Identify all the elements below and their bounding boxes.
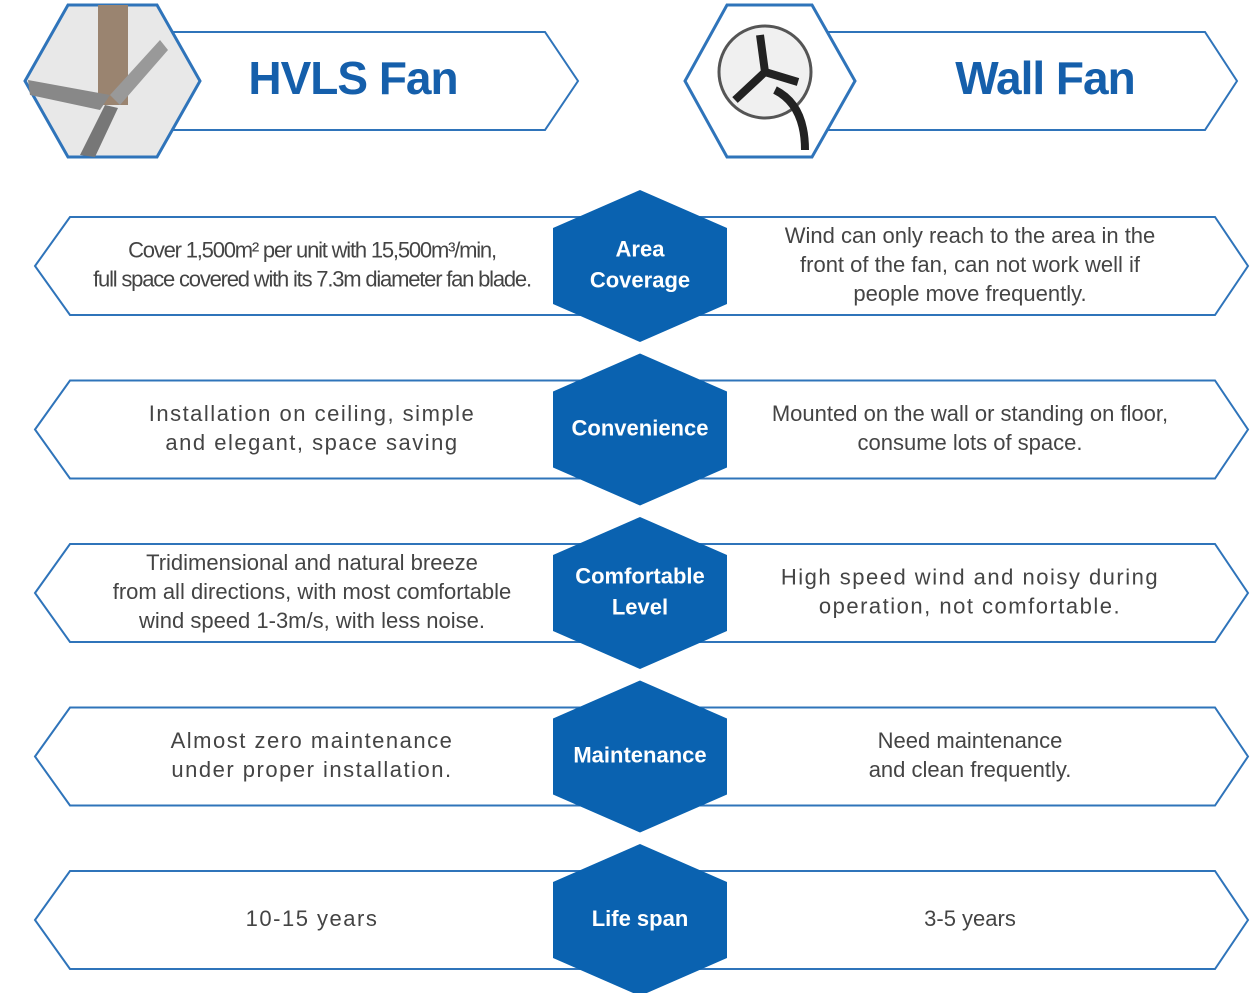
row-text: 3-5 years	[924, 906, 1016, 931]
row-text: Mounted on the wall or standing on floor…	[772, 401, 1168, 426]
row-text: and clean frequently.	[869, 757, 1072, 782]
row-text: Tridimensional and natural breeze	[146, 550, 478, 575]
row-text: Installation on ceiling, simple	[149, 401, 476, 426]
wall-fan-icon	[683, 3, 857, 159]
row-label: Life span	[592, 906, 689, 931]
header-title: HVLS Fan	[248, 52, 457, 104]
row-label: Coverage	[590, 267, 690, 292]
row-text: High speed wind and noisy during	[781, 564, 1159, 589]
header-title: Wall Fan	[955, 52, 1134, 104]
label-hexagon	[553, 517, 727, 669]
row-text: people move frequently.	[853, 281, 1086, 306]
row-text: Need maintenance	[878, 728, 1063, 753]
hvls-fan-icon	[23, 3, 202, 159]
label-hexagon	[553, 680, 727, 833]
label-hexagon	[553, 190, 727, 342]
row-text: wind speed 1-3m/s, with less noise.	[138, 608, 485, 633]
row-text: Almost zero maintenance	[171, 728, 454, 753]
label-hexagon	[553, 844, 727, 993]
row-text: 10-15 years	[246, 906, 379, 931]
row-text: consume lots of space.	[857, 430, 1082, 455]
label-hexagon	[553, 353, 727, 506]
row-text: operation, not comfortable.	[819, 593, 1121, 618]
row-label: Area	[616, 236, 666, 261]
row-text: and elegant, space saving	[165, 430, 458, 455]
row-label: Convenience	[572, 415, 709, 440]
row-label: Level	[612, 594, 668, 619]
row-label: Comfortable	[575, 563, 705, 588]
row-text: under proper installation.	[171, 757, 452, 782]
row-text: from all directions, with most comfortab…	[113, 579, 512, 604]
row-label: Maintenance	[573, 742, 706, 767]
row-text: front of the fan, can not work well if	[800, 252, 1141, 277]
row-text: full space covered with its 7.3m diamete…	[93, 266, 531, 291]
row-text: Cover 1,500m² per unit with 15,500m³/min…	[128, 237, 496, 262]
row-text: Wind can only reach to the area in the	[785, 223, 1156, 248]
